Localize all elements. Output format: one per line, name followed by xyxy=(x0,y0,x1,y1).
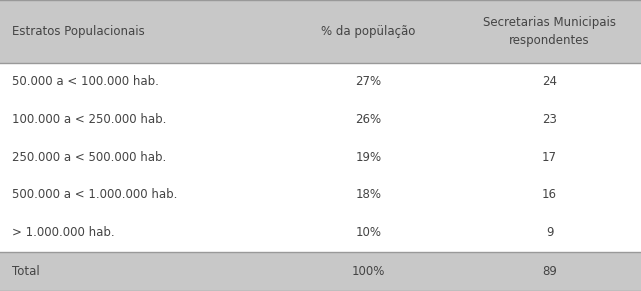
Bar xyxy=(279,176,458,214)
Text: 89: 89 xyxy=(542,265,557,278)
Text: Total: Total xyxy=(12,265,39,278)
Text: > 1.000.000 hab.: > 1.000.000 hab. xyxy=(12,226,114,239)
Text: 9: 9 xyxy=(546,226,553,239)
Text: 10%: 10% xyxy=(356,226,381,239)
Text: 17: 17 xyxy=(542,151,557,164)
Bar xyxy=(458,100,641,138)
Bar xyxy=(0,214,279,252)
Bar xyxy=(458,138,641,176)
Text: 23: 23 xyxy=(542,113,557,126)
Bar xyxy=(458,214,641,252)
Bar xyxy=(0,0,279,63)
Bar xyxy=(0,100,279,138)
Bar xyxy=(279,0,458,63)
Text: 27%: 27% xyxy=(356,75,381,88)
Bar xyxy=(458,0,641,63)
Bar xyxy=(458,252,641,291)
Bar xyxy=(279,63,458,100)
Bar xyxy=(279,214,458,252)
Text: 26%: 26% xyxy=(356,113,381,126)
Text: 250.000 a < 500.000 hab.: 250.000 a < 500.000 hab. xyxy=(12,151,166,164)
Text: 16: 16 xyxy=(542,189,557,201)
Bar xyxy=(279,100,458,138)
Text: 18%: 18% xyxy=(356,189,381,201)
Text: Secretarias Municipais
respondentes: Secretarias Municipais respondentes xyxy=(483,16,616,47)
Text: Estratos Populacionais: Estratos Populacionais xyxy=(12,25,144,38)
Bar xyxy=(279,252,458,291)
Text: 24: 24 xyxy=(542,75,557,88)
Bar xyxy=(279,138,458,176)
Bar xyxy=(458,63,641,100)
Text: 50.000 a < 100.000 hab.: 50.000 a < 100.000 hab. xyxy=(12,75,158,88)
Bar xyxy=(0,176,279,214)
Bar xyxy=(0,63,279,100)
Bar xyxy=(0,138,279,176)
Text: % da popülação: % da popülação xyxy=(321,25,416,38)
Bar xyxy=(458,176,641,214)
Text: 500.000 a < 1.000.000 hab.: 500.000 a < 1.000.000 hab. xyxy=(12,189,177,201)
Text: 100.000 a < 250.000 hab.: 100.000 a < 250.000 hab. xyxy=(12,113,166,126)
Text: 100%: 100% xyxy=(352,265,385,278)
Text: 19%: 19% xyxy=(356,151,381,164)
Bar xyxy=(0,252,279,291)
